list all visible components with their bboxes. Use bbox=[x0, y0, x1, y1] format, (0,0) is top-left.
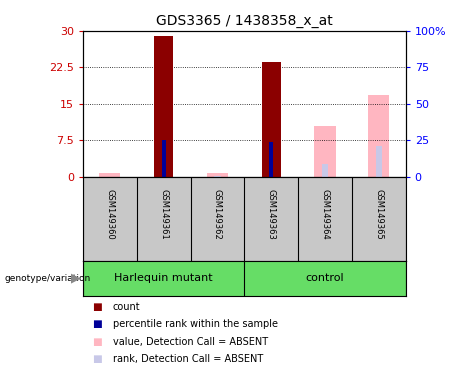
Text: ■: ■ bbox=[92, 354, 102, 364]
Text: GSM149361: GSM149361 bbox=[159, 189, 168, 240]
Bar bbox=[154, 36, 173, 177]
Bar bbox=[262, 62, 281, 177]
Text: GSM149362: GSM149362 bbox=[213, 189, 222, 240]
Bar bbox=[322, 164, 328, 177]
Text: GSM149363: GSM149363 bbox=[267, 189, 276, 240]
Text: control: control bbox=[306, 273, 344, 283]
Text: ▶: ▶ bbox=[71, 272, 81, 285]
Text: GSM149360: GSM149360 bbox=[106, 189, 114, 240]
Bar bbox=[161, 140, 166, 177]
Bar bbox=[269, 142, 273, 177]
Bar bbox=[368, 95, 390, 177]
Bar bbox=[207, 173, 228, 177]
Text: GSM149365: GSM149365 bbox=[374, 189, 383, 240]
Text: value, Detection Call = ABSENT: value, Detection Call = ABSENT bbox=[113, 337, 268, 347]
Text: rank, Detection Call = ABSENT: rank, Detection Call = ABSENT bbox=[113, 354, 263, 364]
Text: count: count bbox=[113, 302, 141, 312]
Bar bbox=[376, 146, 382, 177]
Text: ■: ■ bbox=[92, 337, 102, 347]
Text: ■: ■ bbox=[92, 319, 102, 329]
Bar bbox=[99, 173, 120, 177]
Title: GDS3365 / 1438358_x_at: GDS3365 / 1438358_x_at bbox=[156, 14, 333, 28]
Text: percentile rank within the sample: percentile rank within the sample bbox=[113, 319, 278, 329]
Text: ■: ■ bbox=[92, 302, 102, 312]
Text: GSM149364: GSM149364 bbox=[320, 189, 330, 240]
Bar bbox=[314, 126, 336, 177]
Bar bbox=[214, 176, 221, 177]
Text: genotype/variation: genotype/variation bbox=[5, 274, 91, 283]
Text: Harlequin mutant: Harlequin mutant bbox=[114, 273, 213, 283]
